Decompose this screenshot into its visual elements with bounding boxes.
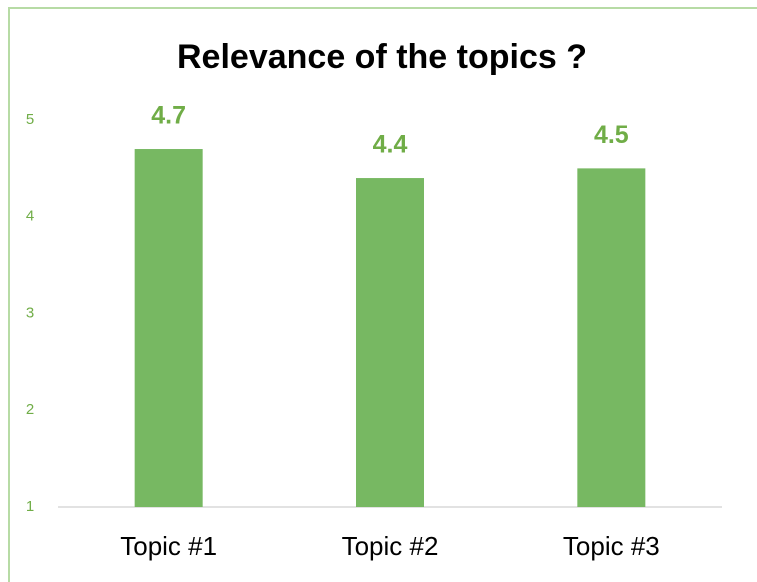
value-label: 4.4 xyxy=(373,131,408,159)
y-tick-label: 5 xyxy=(26,111,34,128)
chart-title: Relevance of the topics ? xyxy=(177,38,587,76)
x-tick-label: Topic #3 xyxy=(563,531,660,561)
chart-border xyxy=(8,7,757,582)
y-tick-label: 3 xyxy=(26,304,34,321)
y-tick-label: 4 xyxy=(26,208,34,225)
y-tick-label: 2 xyxy=(26,401,34,418)
bar xyxy=(356,178,424,508)
value-label: 4.5 xyxy=(594,121,629,149)
x-tick-label: Topic #1 xyxy=(120,531,217,561)
bar xyxy=(134,149,203,507)
x-tick-label: Topic #2 xyxy=(342,531,439,561)
value-label: 4.7 xyxy=(151,102,186,130)
bar xyxy=(577,168,646,507)
y-tick-label: 1 xyxy=(26,498,34,515)
